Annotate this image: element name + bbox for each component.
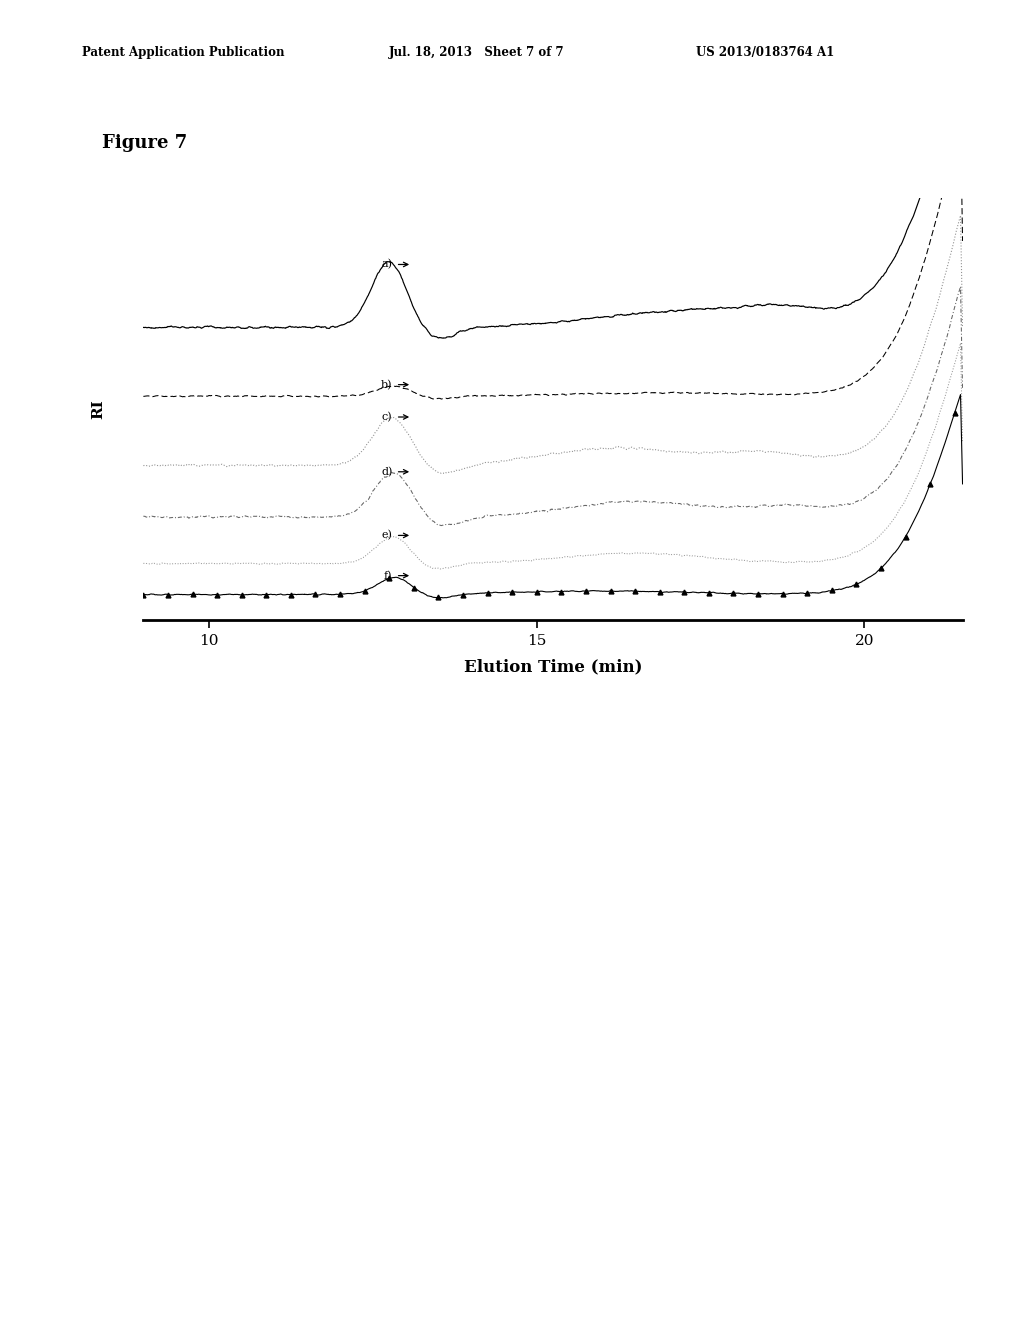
Text: Jul. 18, 2013   Sheet 7 of 7: Jul. 18, 2013 Sheet 7 of 7 <box>389 46 565 59</box>
X-axis label: Elution Time (min): Elution Time (min) <box>464 659 642 676</box>
Text: Figure 7: Figure 7 <box>102 133 187 152</box>
Text: f): f) <box>384 570 392 581</box>
Text: RI: RI <box>91 400 105 418</box>
Text: a): a) <box>381 259 392 269</box>
Text: e): e) <box>382 531 392 541</box>
Text: US 2013/0183764 A1: US 2013/0183764 A1 <box>696 46 835 59</box>
Text: b): b) <box>381 379 392 389</box>
Text: c): c) <box>382 412 392 422</box>
Text: Patent Application Publication: Patent Application Publication <box>82 46 285 59</box>
Text: d): d) <box>381 467 392 477</box>
